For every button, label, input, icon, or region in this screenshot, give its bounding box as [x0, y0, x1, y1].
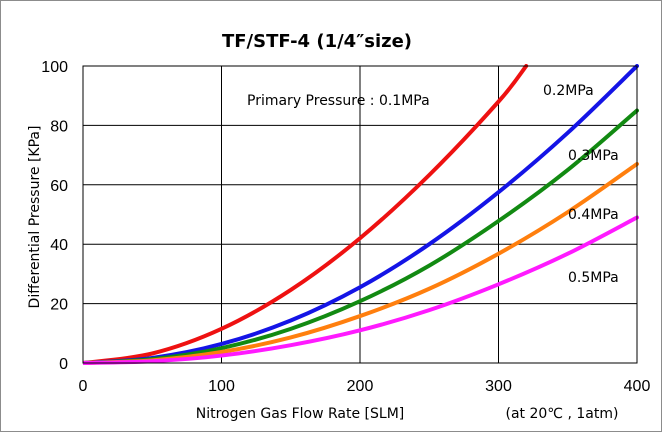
series-label-0-3mpa: 0.3MPa: [568, 148, 619, 164]
series-label-0-5mpa: 0.5MPa: [568, 270, 619, 286]
y-tick-label: 20: [50, 297, 68, 314]
x-tick-label: 200: [347, 378, 374, 395]
series-line-0-5mpa: [83, 215, 639, 365]
grid: [83, 66, 637, 363]
y-tick-label: 40: [50, 237, 68, 254]
primary-pressure-annotation: Primary Pressure : 0.1MPa: [247, 93, 430, 109]
y-axis-label: Differential Pressure [KPa]: [27, 126, 43, 309]
series-group: [83, 64, 639, 365]
y-tick-label: 100: [41, 59, 68, 76]
tick-labels: 0 100 200 300 400 0 20 40 60 80 100: [41, 59, 650, 395]
x-axis-label: Nitrogen Gas Flow Rate [SLM]: [196, 406, 405, 422]
x-tick-label: 0: [79, 378, 88, 395]
series-labels: 0.2MPa 0.3MPa 0.4MPa 0.5MPa: [543, 83, 619, 286]
plot-area: [82, 65, 638, 364]
x-tick-label: 100: [208, 378, 235, 395]
series-label-0-4mpa: 0.4MPa: [568, 207, 619, 223]
chart-title: TF/STF-4 (1/4″size): [222, 31, 412, 52]
series-label-0-2mpa: 0.2MPa: [543, 83, 594, 99]
y-tick-label: 0: [59, 356, 68, 373]
x-tick-label: 400: [624, 378, 651, 395]
x-tick-label: 300: [485, 378, 512, 395]
y-tick-label: 80: [50, 118, 68, 135]
y-tick-label: 60: [50, 178, 68, 195]
x-axis-note: (at 20℃ , 1atm): [506, 406, 619, 422]
series-line-0-2mpa: [83, 64, 639, 365]
series-line-0-1mpa: [83, 64, 529, 365]
